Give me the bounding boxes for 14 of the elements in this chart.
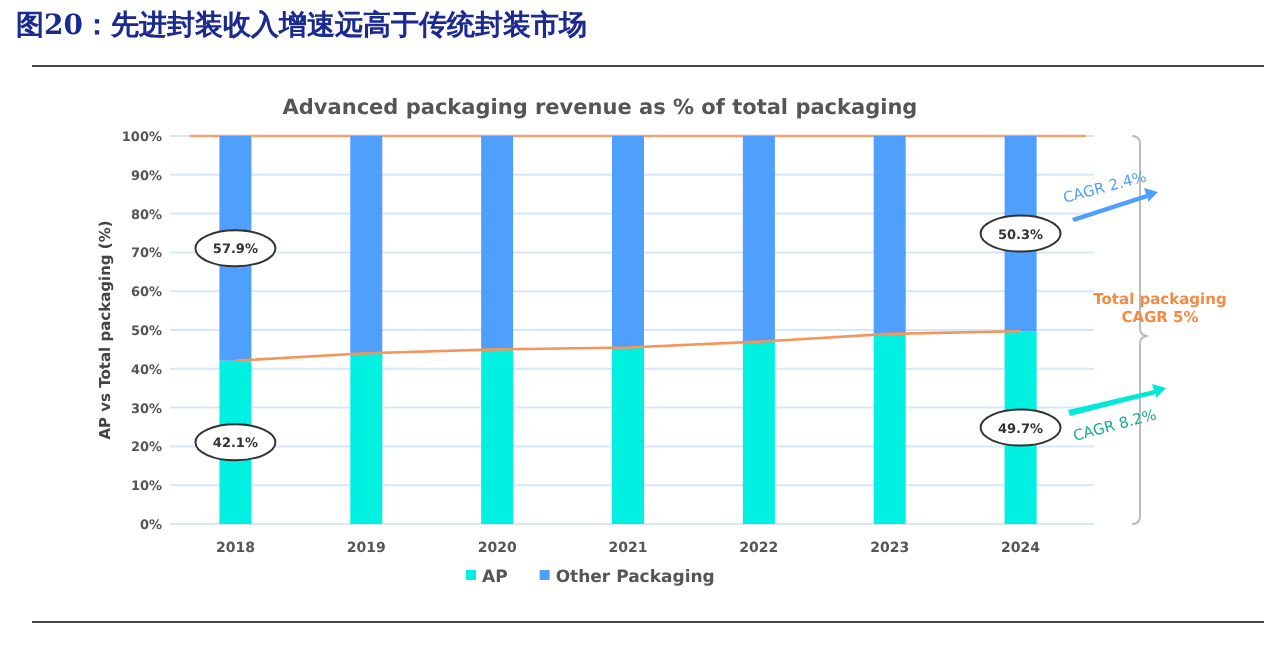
bar — [873, 333, 906, 524]
bar — [612, 136, 644, 348]
bar — [481, 136, 514, 350]
bar — [742, 341, 775, 524]
bar — [873, 136, 906, 334]
bar — [481, 349, 514, 524]
bar — [350, 353, 383, 524]
bar — [350, 136, 383, 354]
bar — [742, 136, 775, 342]
chart-subtitle: Advanced packaging revenue as % of total packaging — [282, 96, 918, 120]
legend-label: AP — [482, 568, 508, 588]
bar — [612, 347, 644, 524]
legend-label: Other Packaging — [555, 568, 715, 588]
chart-title: 图20：先进封装收入增速远高于传统封装市场 — [16, 8, 587, 42]
